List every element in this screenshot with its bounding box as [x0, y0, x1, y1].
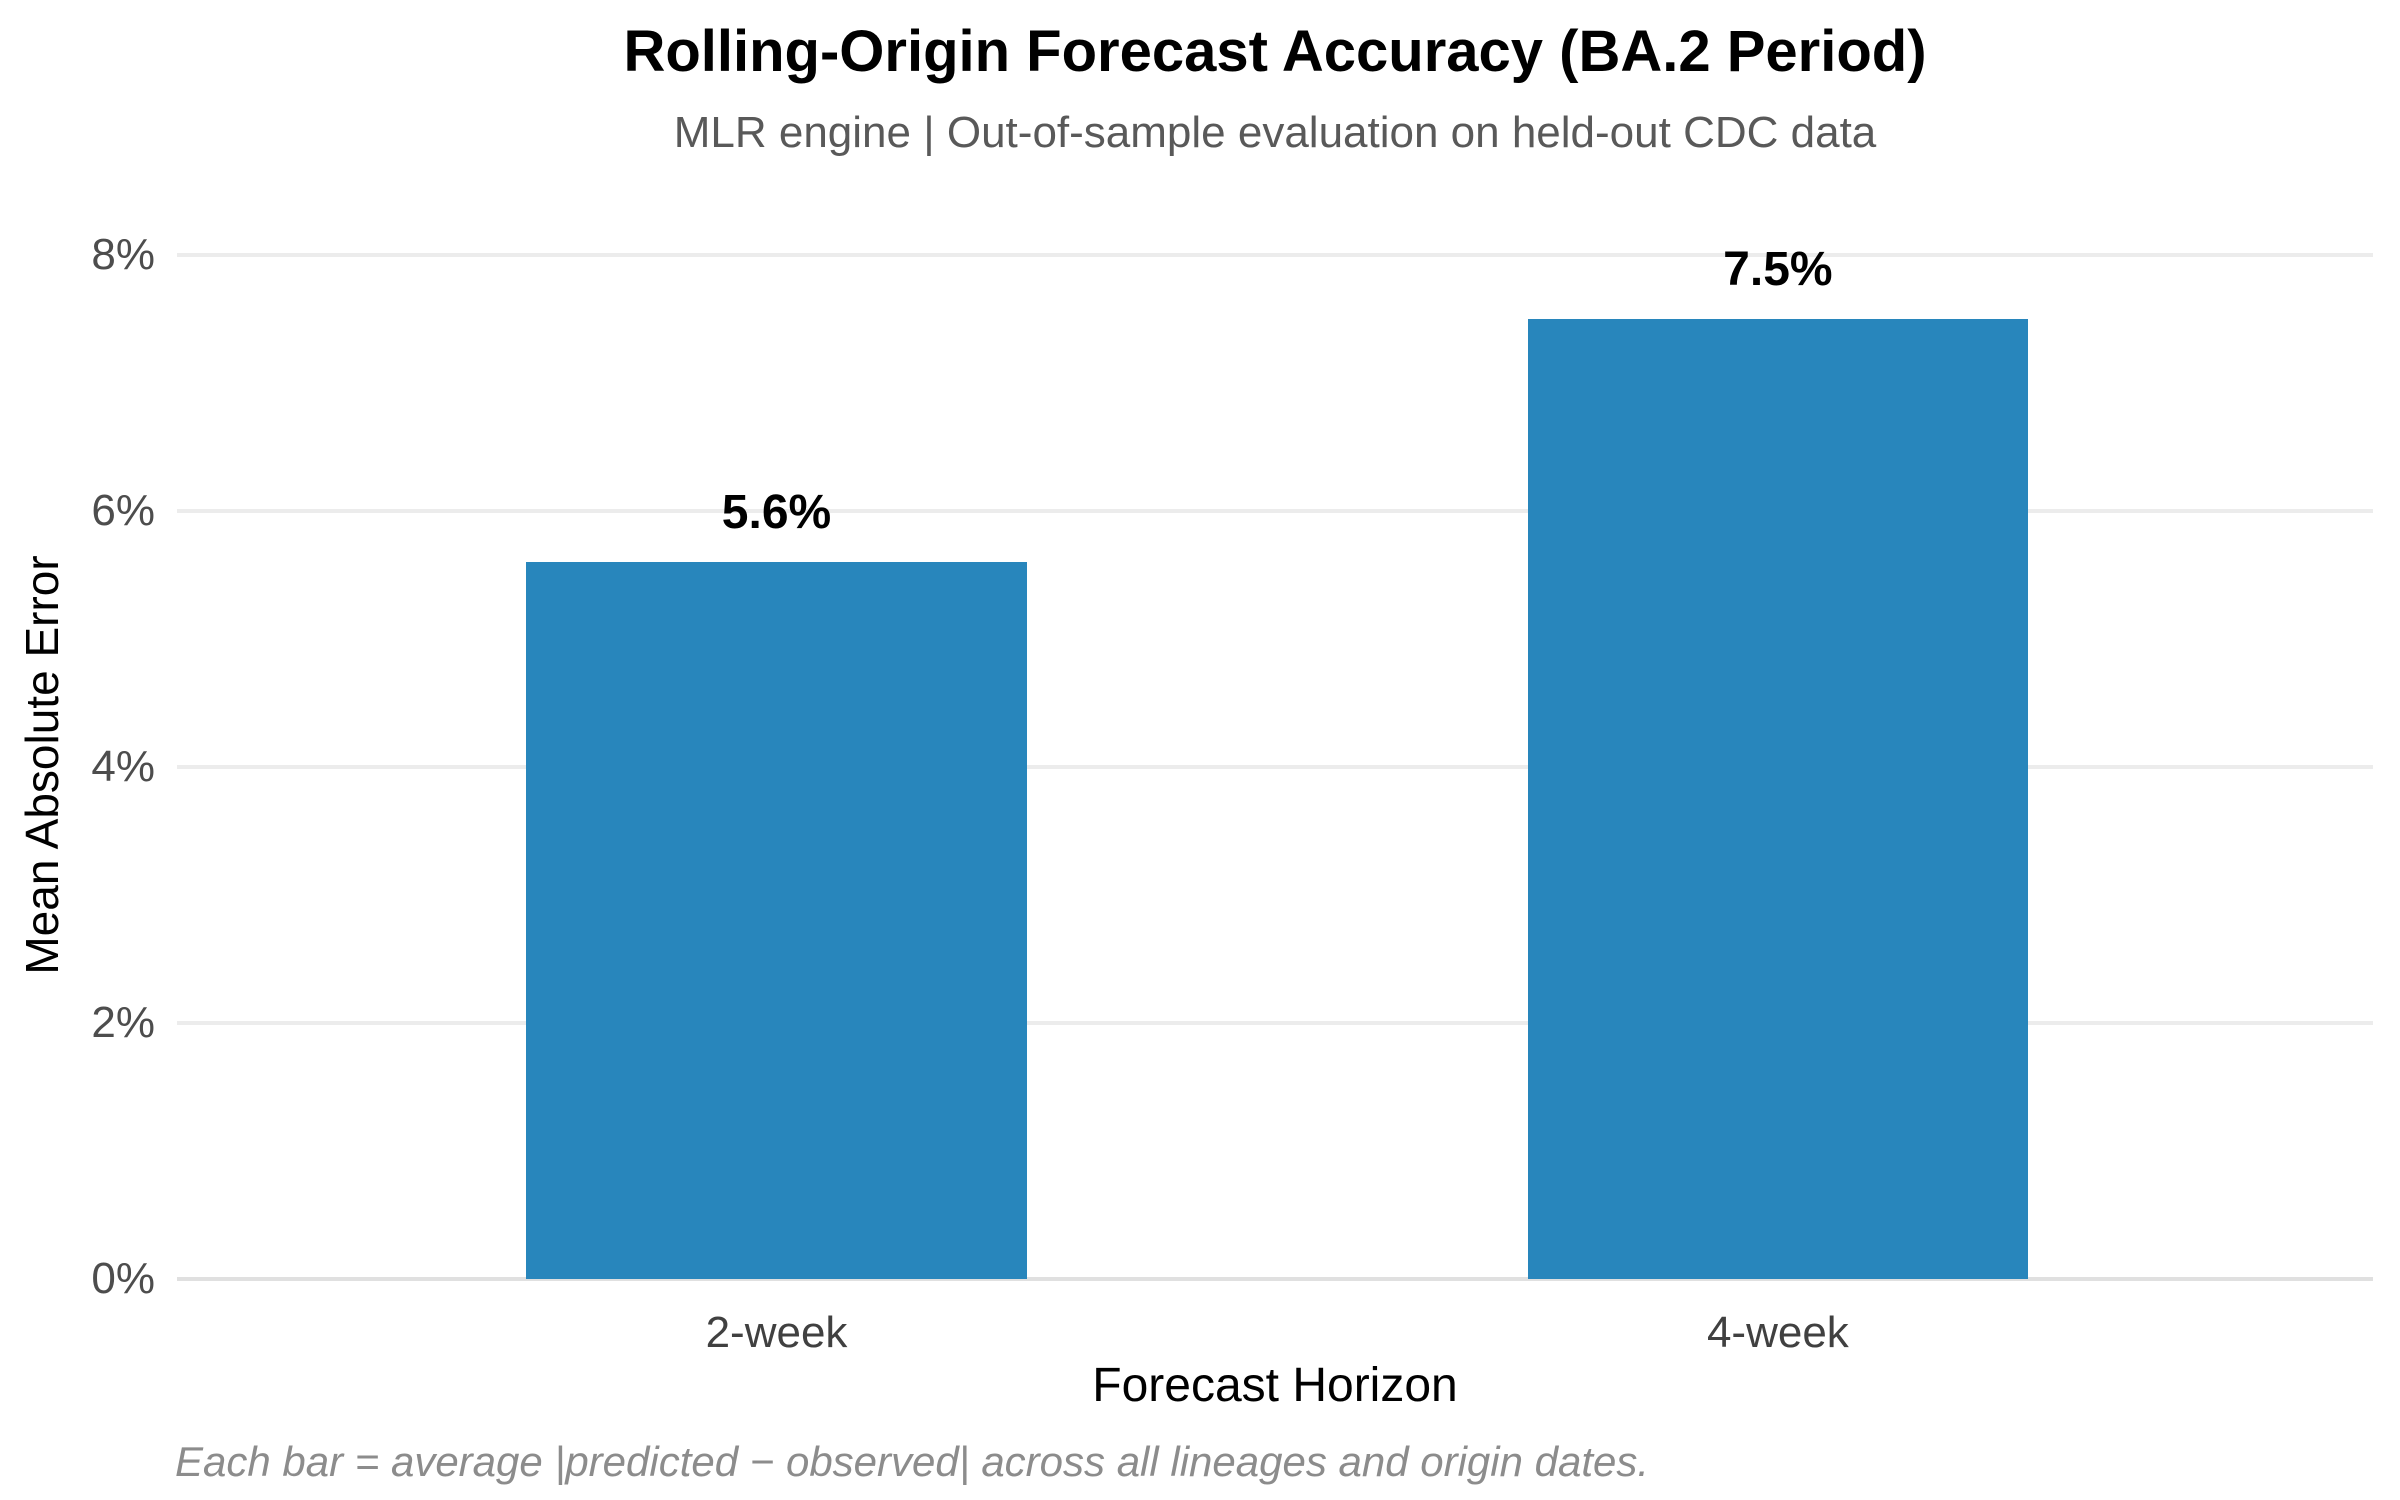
x-tick-label: 2-week [705, 1308, 848, 1357]
bar-value-label: 7.5% [1723, 243, 1833, 296]
y-tick-label: 0% [91, 1254, 155, 1303]
y-axis-title: Mean Absolute Error [16, 555, 68, 975]
y-tick-label: 6% [91, 486, 155, 535]
chart-title: Rolling-Origin Forecast Accuracy (BA.2 P… [623, 19, 1927, 84]
gridline-6% [177, 509, 2373, 513]
gridline-2% [177, 1021, 2373, 1025]
y-tick-label: 8% [91, 230, 155, 279]
x-axis-title: Forecast Horizon [1092, 1359, 1458, 1412]
x-axis-baseline [177, 1277, 2373, 1281]
y-tick-label: 4% [91, 742, 155, 791]
bar-value-label: 5.6% [721, 486, 832, 540]
footnote: Each bar = average |predicted − observed… [175, 1438, 1650, 1485]
plot-area: 5.6% 7.5% [177, 243, 2373, 1281]
gridline-4% [177, 765, 2373, 769]
bar-2-week [526, 562, 1027, 1279]
y-tick-label: 2% [91, 998, 155, 1047]
gridline-8% [177, 253, 2373, 257]
chart-subtitle: MLR engine | Out-of-sample evaluation on… [673, 108, 1877, 157]
bar-4-week [1527, 319, 2029, 1279]
x-tick-label: 4-week [1706, 1308, 1849, 1357]
